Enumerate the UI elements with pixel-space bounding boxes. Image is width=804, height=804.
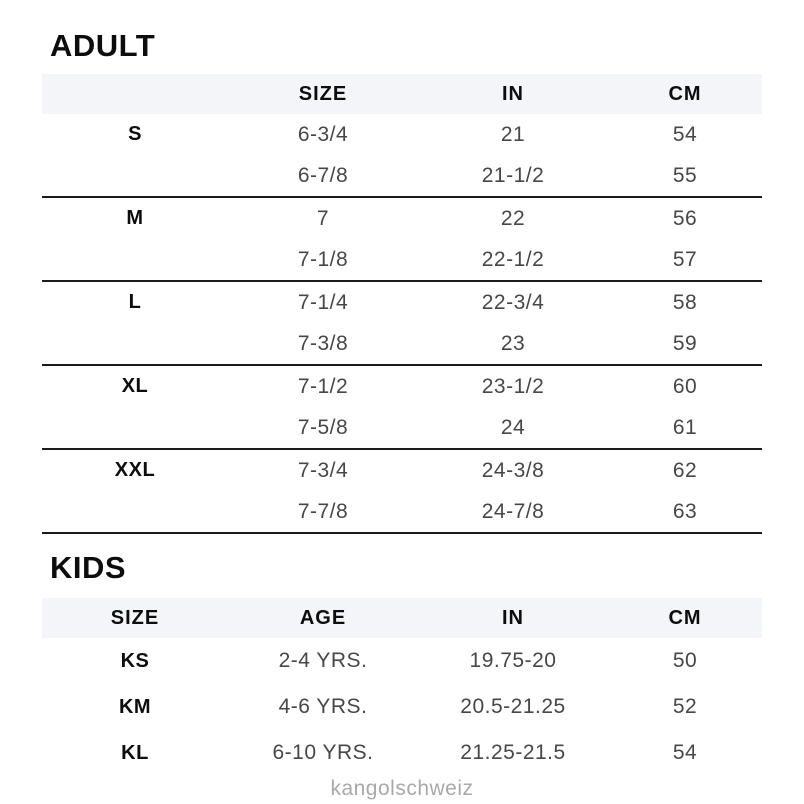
inches-cell: 21 [500,123,526,146]
hat-size-cell: 7-3/8 [297,332,349,355]
hat-size-cell: 7 [316,207,330,230]
watermark-text: kangolschweiz [330,777,474,800]
cm-cell: 60 [672,375,698,398]
cm-cell: 63 [672,500,698,523]
hat-size-cell: 7-5/8 [297,416,349,439]
column-header-age: AGE [299,606,347,629]
adult-title-wrap: ADULT [50,30,804,62]
column-header-size: SIZE [110,606,160,629]
inches-cell: 23-1/2 [481,375,545,398]
size-group-label: XL [121,375,149,397]
inches-cell: 23 [500,332,526,355]
kids-header-row: SIZE AGE IN CM [42,598,762,638]
inches-cell: 22 [500,207,526,230]
cm-cell: 54 [672,741,698,764]
kids-size-label: KS [120,650,150,672]
cm-cell: 57 [672,248,698,271]
table-row: 6-7/8 21-1/2 55 [42,155,762,198]
hat-size-cell: 6-7/8 [297,164,349,187]
inches-cell: 24-3/8 [481,459,545,482]
size-group-label: L [128,291,142,313]
inches-cell: 24 [500,416,526,439]
table-row: 7-7/8 24-7/8 63 [42,491,762,534]
size-group-label [42,239,228,280]
inches-cell: 21.25-21.5 [460,741,566,764]
table-row: L 7-1/4 22-3/4 58 [42,282,762,323]
size-group-label: M [126,207,144,229]
hat-size-cell: 7-1/4 [297,291,349,314]
table-row: KL 6-10 YRS. 21.25-21.5 54 [42,730,762,776]
inches-cell: 22-1/2 [481,248,545,271]
inches-cell: 24-7/8 [481,500,545,523]
cm-cell: 56 [672,207,698,230]
kids-size-label: KL [121,742,149,764]
inches-cell: 22-3/4 [481,291,545,314]
column-header-cm: CM [668,606,702,629]
adult-title: ADULT [50,28,156,63]
table-row: XXL 7-3/4 24-3/8 62 [42,450,762,491]
adult-size-section: ADULT SIZE IN CM S 6-3/4 21 54 6-7/8 21-… [0,30,804,534]
adult-size-table: SIZE IN CM S 6-3/4 21 54 6-7/8 21-1/2 55… [42,74,762,534]
size-group-label [42,323,228,364]
hat-size-cell: 7-1/2 [297,375,349,398]
inches-cell: 19.75-20 [469,649,557,672]
table-row: KS 2-4 YRS. 19.75-20 50 [42,638,762,684]
cm-cell: 50 [672,649,698,672]
cm-cell: 54 [672,123,698,146]
column-header-cm: CM [668,82,702,105]
size-group-label: S [128,123,142,145]
inches-cell: 21-1/2 [481,164,545,187]
kids-title: KIDS [50,550,127,585]
hat-size-cell: 7-3/4 [297,459,349,482]
table-row: M 7 22 56 [42,198,762,239]
age-cell: 4-6 YRS. [278,695,368,718]
size-group-label: XXL [114,459,156,481]
hat-size-cell: 7-1/8 [297,248,349,271]
column-header-in: IN [502,606,524,629]
size-group-label [42,491,228,532]
table-row: 7-1/8 22-1/2 57 [42,239,762,282]
cm-cell: 58 [672,291,698,314]
table-row: KM 4-6 YRS. 20.5-21.25 52 [42,684,762,730]
hat-size-cell: 7-7/8 [297,500,349,523]
kids-size-section: KIDS SIZE AGE IN CM KS 2-4 YRS. 19.75-20… [0,552,804,776]
column-header-size: SIZE [298,82,348,105]
kids-title-wrap: KIDS [50,552,804,584]
table-row: 7-5/8 24 61 [42,407,762,450]
kids-size-label: KM [118,696,152,718]
column-header-in: IN [502,82,524,105]
adult-header-row: SIZE IN CM [42,74,762,114]
size-group-label [42,407,228,448]
table-row: 7-3/8 23 59 [42,323,762,366]
hat-size-cell: 6-3/4 [297,123,349,146]
cm-cell: 61 [672,416,698,439]
cm-cell: 52 [672,695,698,718]
age-cell: 6-10 YRS. [272,741,374,764]
age-cell: 2-4 YRS. [278,649,368,672]
cm-cell: 55 [672,164,698,187]
table-row: XL 7-1/2 23-1/2 60 [42,366,762,407]
table-row: S 6-3/4 21 54 [42,114,762,155]
inches-cell: 20.5-21.25 [460,695,566,718]
kids-size-table: SIZE AGE IN CM KS 2-4 YRS. 19.75-20 50 K… [42,598,762,776]
size-group-label [42,155,228,196]
cm-cell: 59 [672,332,698,355]
cm-cell: 62 [672,459,698,482]
